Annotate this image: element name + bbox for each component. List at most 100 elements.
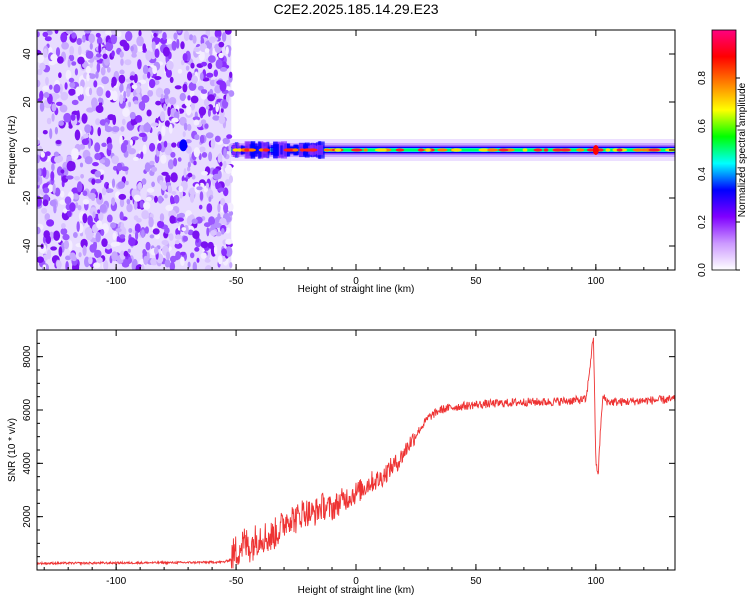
noise-speckle <box>84 30 92 34</box>
noise-speckle <box>126 203 133 213</box>
noise-speckle <box>84 156 93 165</box>
noise-speckle <box>74 129 81 141</box>
snr-ticks: -100 -50 0 50 100 2000 4000 6000 8000 <box>22 330 675 587</box>
noise-speckle <box>100 229 105 236</box>
noise-speckle <box>128 101 132 108</box>
noise-speckle <box>180 256 185 266</box>
noise-speckle <box>161 182 168 191</box>
noise-speckle <box>133 194 141 202</box>
noise-speckle <box>65 255 71 261</box>
noise-speckle <box>176 217 184 222</box>
noise-speckle <box>111 126 120 133</box>
noise-speckle <box>105 41 114 52</box>
noise-speckle <box>85 65 91 74</box>
noise-speckle <box>37 54 44 63</box>
noise-speckle <box>105 30 112 35</box>
noise-speckle <box>191 75 199 84</box>
noise-speckle <box>101 238 108 248</box>
noise-speckle <box>188 34 194 41</box>
noise-speckle <box>213 245 218 255</box>
noise-speckle <box>59 199 67 205</box>
noise-speckle <box>144 162 151 173</box>
noise-speckle <box>204 265 213 270</box>
noise-speckle <box>212 115 221 121</box>
noise-speckle <box>194 247 200 252</box>
noise-speckle <box>155 100 162 106</box>
noise-speckle <box>219 80 227 92</box>
noise-speckle <box>119 69 125 75</box>
noise-speckle <box>95 231 101 243</box>
noise-speckle <box>80 238 88 249</box>
noise-speckle <box>215 59 223 70</box>
noise-speckle <box>141 210 150 220</box>
snr-xtick-label: -100 <box>106 576 126 587</box>
noise-speckle <box>154 76 162 80</box>
noise-speckle <box>93 262 101 269</box>
noise-speckle <box>160 97 165 103</box>
signal-hotspot <box>299 148 306 152</box>
noise-speckle <box>196 186 203 191</box>
noise-speckle <box>43 92 50 98</box>
noise-speckle <box>97 209 101 214</box>
spectrogram-xtick-label: 50 <box>470 276 482 287</box>
signal-hotspot <box>351 148 363 152</box>
noise-speckle <box>147 89 154 97</box>
noise-speckle <box>126 88 131 98</box>
noise-speckle <box>199 191 204 201</box>
spectrogram-ytick-label: 20 <box>22 96 33 108</box>
colorbar-label: Normalized spectral amplitude <box>737 82 748 217</box>
noise-speckle <box>221 99 229 109</box>
noise-speckle <box>193 147 200 158</box>
noise-speckle <box>133 100 139 105</box>
noise-speckle <box>116 162 123 172</box>
noise-speckle <box>42 199 49 207</box>
noise-speckle <box>180 251 186 256</box>
noise-speckle <box>136 45 144 52</box>
noise-speckle <box>167 159 174 170</box>
noise-speckle <box>201 152 208 158</box>
noise-speckle <box>51 163 55 172</box>
noise-speckle <box>37 186 41 197</box>
signal-hotspot <box>616 148 623 152</box>
noise-speckle <box>60 228 68 235</box>
signal-band-edge <box>273 143 279 157</box>
noise-speckle <box>37 175 40 183</box>
noise-speckle <box>79 143 86 150</box>
noise-speckle <box>93 80 98 88</box>
noise-speckle <box>67 58 71 68</box>
noise-speckle <box>157 220 165 229</box>
snr-line-area <box>37 337 675 569</box>
noise-speckle <box>54 126 59 135</box>
noise-speckle <box>165 174 171 184</box>
noise-speckle <box>225 46 229 55</box>
noise-speckle <box>149 234 155 239</box>
noise-speckle <box>54 187 61 197</box>
noise-speckle <box>57 56 64 64</box>
noise-speckle <box>120 58 124 66</box>
colorbar-tick-label: 0.2 <box>697 215 708 229</box>
noise-speckle <box>163 140 168 148</box>
noise-speckle <box>193 119 200 126</box>
noise-speckle <box>110 33 118 45</box>
noise-speckle <box>42 85 49 91</box>
noise-speckle <box>206 227 210 237</box>
noise-speckle <box>45 235 51 245</box>
colorbar-tick-label: 0.0 <box>697 263 708 277</box>
noise-speckle <box>183 30 190 41</box>
signal-hotspot <box>498 148 509 152</box>
signal-peak-spot <box>592 145 599 155</box>
noise-speckle <box>100 66 106 76</box>
noise-speckle <box>153 32 158 38</box>
noise-speckle <box>55 47 61 57</box>
noise-speckle <box>214 135 221 143</box>
noise-speckle <box>37 31 40 38</box>
noise-speckle <box>105 188 114 193</box>
noise-speckle <box>80 79 85 88</box>
noise-speckle <box>175 240 180 245</box>
noise-speckle <box>85 50 94 59</box>
noise-speckle <box>89 244 97 253</box>
noise-speckle <box>199 72 204 81</box>
noise-speckle <box>127 248 131 253</box>
noise-speckle <box>112 232 117 241</box>
signal-hotspot <box>363 148 368 152</box>
